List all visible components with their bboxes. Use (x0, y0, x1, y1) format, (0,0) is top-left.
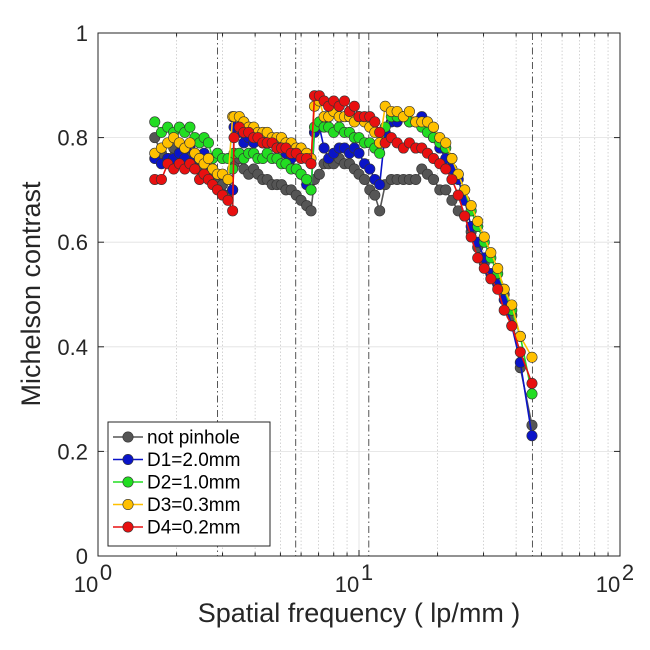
legend-item: D4=0.2mm (113, 518, 240, 539)
data-point (189, 163, 201, 175)
data-point (374, 147, 386, 159)
legend-label: D4=0.2mm (147, 518, 240, 539)
data-point (403, 105, 415, 117)
data-point (369, 116, 381, 128)
data-point (339, 95, 351, 107)
x-tick-label: 10 (74, 572, 98, 597)
data-point (364, 163, 376, 175)
x-tick-exponent: 2 (622, 560, 634, 585)
x-tick-exponent: 1 (361, 560, 373, 585)
legend-item: D3=0.3mm (113, 495, 240, 516)
y-tick-label: 0.4 (57, 335, 88, 360)
legend-marker (122, 521, 134, 533)
data-point (428, 173, 440, 185)
data-point (155, 173, 167, 185)
y-tick-label: 1 (76, 21, 88, 46)
legend-label: D2=1.0mm (147, 473, 240, 494)
data-point (374, 126, 386, 138)
data-point (359, 173, 371, 185)
data-point (452, 189, 464, 201)
data-point (301, 173, 313, 185)
data-point (313, 168, 325, 180)
data-point (184, 137, 196, 149)
data-point (228, 132, 240, 144)
x-tick-labels: 10 0 10 1 10 2 (74, 560, 634, 597)
legend-marker (122, 453, 134, 465)
data-point (184, 121, 196, 133)
data-point (440, 137, 452, 149)
legend-marker (122, 498, 134, 510)
data-point (353, 147, 365, 159)
data-point (369, 189, 381, 201)
legend-item: D1=2.0mm (113, 450, 240, 471)
data-point (305, 158, 317, 170)
data-point (514, 346, 526, 358)
data-point (374, 205, 386, 217)
data-point (222, 194, 234, 206)
x-axis-title: Spatial frequency ( lp/mm ) (198, 598, 521, 628)
data-point (506, 299, 518, 311)
x-tick-label: 10 (596, 572, 620, 597)
data-point (348, 100, 360, 112)
legend-label: not pinhole (147, 428, 240, 449)
legend-item: D2=1.0mm (113, 473, 240, 494)
data-point (149, 116, 161, 128)
data-point (472, 215, 484, 227)
data-point (305, 184, 317, 196)
data-point (498, 304, 510, 316)
y-axis-title: Michelson contrast (16, 181, 46, 407)
tick-marks (97, 32, 620, 557)
data-point (374, 179, 386, 191)
data-point (227, 205, 239, 217)
legend-box (107, 421, 271, 547)
data-point (446, 173, 458, 185)
data-point (526, 351, 538, 363)
legend-label: D3=0.3mm (147, 495, 240, 516)
y-tick-label: 0.6 (57, 230, 88, 255)
data-point (485, 273, 497, 285)
data-point (440, 163, 452, 175)
y-tick-label: 0.2 (57, 439, 88, 464)
data-point (526, 430, 538, 442)
x-tick-label: 10 (335, 572, 359, 597)
data-point (202, 153, 214, 165)
data-point (440, 184, 452, 196)
series-d4-0-2mm (149, 90, 538, 389)
data-point (202, 137, 214, 149)
y-tick-labels: 0 0.2 0.4 0.6 0.8 1 (57, 21, 88, 569)
data-point (410, 173, 422, 185)
data-point (459, 210, 471, 222)
legend-marker (122, 431, 134, 443)
data-point (492, 262, 504, 274)
data-point (492, 283, 504, 295)
data-point (465, 231, 477, 243)
y-tick-label: 0 (76, 544, 88, 569)
data-point (472, 252, 484, 264)
data-point (428, 121, 440, 133)
legend-item: not pinhole (113, 428, 240, 449)
y-tick-label: 0.8 (57, 126, 88, 151)
data-point (465, 200, 477, 212)
data-point (526, 388, 538, 400)
data-point (526, 377, 538, 389)
legend: not pinholeD1=2.0mmD2=1.0mmD3=0.3mmD4=0.… (107, 421, 271, 547)
data-point (478, 262, 490, 274)
data-point (305, 205, 317, 217)
data-point (478, 231, 490, 243)
data-point (485, 247, 497, 259)
data-point (506, 320, 518, 332)
legend-marker (122, 476, 134, 488)
x-tick-exponent: 0 (100, 560, 112, 585)
data-point (446, 153, 458, 165)
legend-label: D1=2.0mm (147, 450, 240, 471)
series-layer (149, 90, 538, 442)
data-point (318, 142, 330, 154)
data-point (526, 419, 538, 431)
data-point (222, 173, 234, 185)
